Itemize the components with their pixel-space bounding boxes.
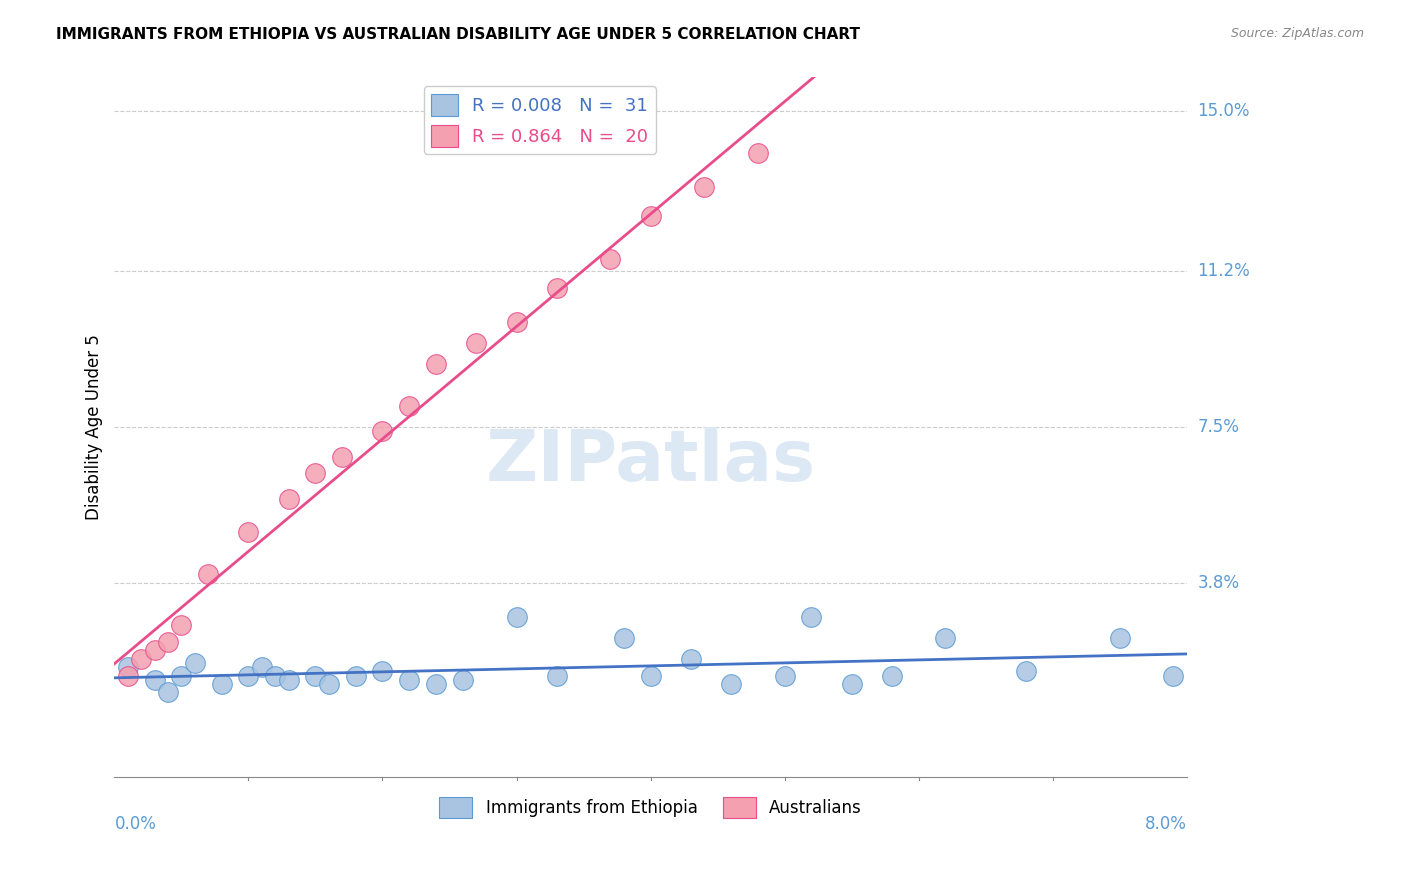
Point <box>398 399 420 413</box>
Point <box>1108 631 1130 645</box>
Point <box>277 491 299 506</box>
Point <box>170 618 193 632</box>
Point <box>170 668 193 682</box>
Point <box>398 673 420 687</box>
Point <box>143 673 166 687</box>
Text: 15.0%: 15.0% <box>1198 103 1250 120</box>
Point <box>773 668 796 682</box>
Text: ZIPatlas: ZIPatlas <box>485 427 815 497</box>
Point <box>371 665 394 679</box>
Point <box>117 668 139 682</box>
Point <box>143 643 166 657</box>
Text: 0.0%: 0.0% <box>114 815 156 833</box>
Text: 11.2%: 11.2% <box>1198 262 1250 280</box>
Point <box>747 146 769 161</box>
Point <box>880 668 903 682</box>
Point <box>157 685 180 699</box>
Point <box>264 668 287 682</box>
Point <box>238 525 260 540</box>
Point <box>640 668 662 682</box>
Point <box>505 609 527 624</box>
Text: Source: ZipAtlas.com: Source: ZipAtlas.com <box>1230 27 1364 40</box>
Text: 8.0%: 8.0% <box>1144 815 1187 833</box>
Point <box>841 677 863 691</box>
Point <box>184 656 207 670</box>
Text: IMMIGRANTS FROM ETHIOPIA VS AUSTRALIAN DISABILITY AGE UNDER 5 CORRELATION CHART: IMMIGRANTS FROM ETHIOPIA VS AUSTRALIAN D… <box>56 27 860 42</box>
Point <box>613 631 636 645</box>
Point <box>238 668 260 682</box>
Point <box>546 668 568 682</box>
Point <box>304 668 326 682</box>
Point <box>129 651 152 665</box>
Point <box>465 335 488 350</box>
Point <box>1015 665 1038 679</box>
Point <box>425 677 447 691</box>
Point <box>344 668 367 682</box>
Y-axis label: Disability Age Under 5: Disability Age Under 5 <box>86 334 103 520</box>
Point <box>157 635 180 649</box>
Point <box>330 450 353 464</box>
Point <box>425 357 447 371</box>
Point <box>720 677 742 691</box>
Point <box>318 677 340 691</box>
Point <box>197 567 219 582</box>
Legend: Immigrants from Ethiopia, Australians: Immigrants from Ethiopia, Australians <box>433 790 869 824</box>
Point <box>599 252 621 266</box>
Point <box>211 677 233 691</box>
Point <box>1163 668 1185 682</box>
Point <box>371 424 394 438</box>
Point <box>505 315 527 329</box>
Point <box>693 180 716 194</box>
Point <box>546 281 568 295</box>
Point <box>117 660 139 674</box>
Text: 3.8%: 3.8% <box>1198 574 1240 592</box>
Point <box>250 660 273 674</box>
Point <box>934 631 956 645</box>
Text: 7.5%: 7.5% <box>1198 418 1239 436</box>
Point <box>640 210 662 224</box>
Point <box>277 673 299 687</box>
Point <box>679 651 702 665</box>
Point <box>304 467 326 481</box>
Point <box>800 609 823 624</box>
Point <box>451 673 474 687</box>
